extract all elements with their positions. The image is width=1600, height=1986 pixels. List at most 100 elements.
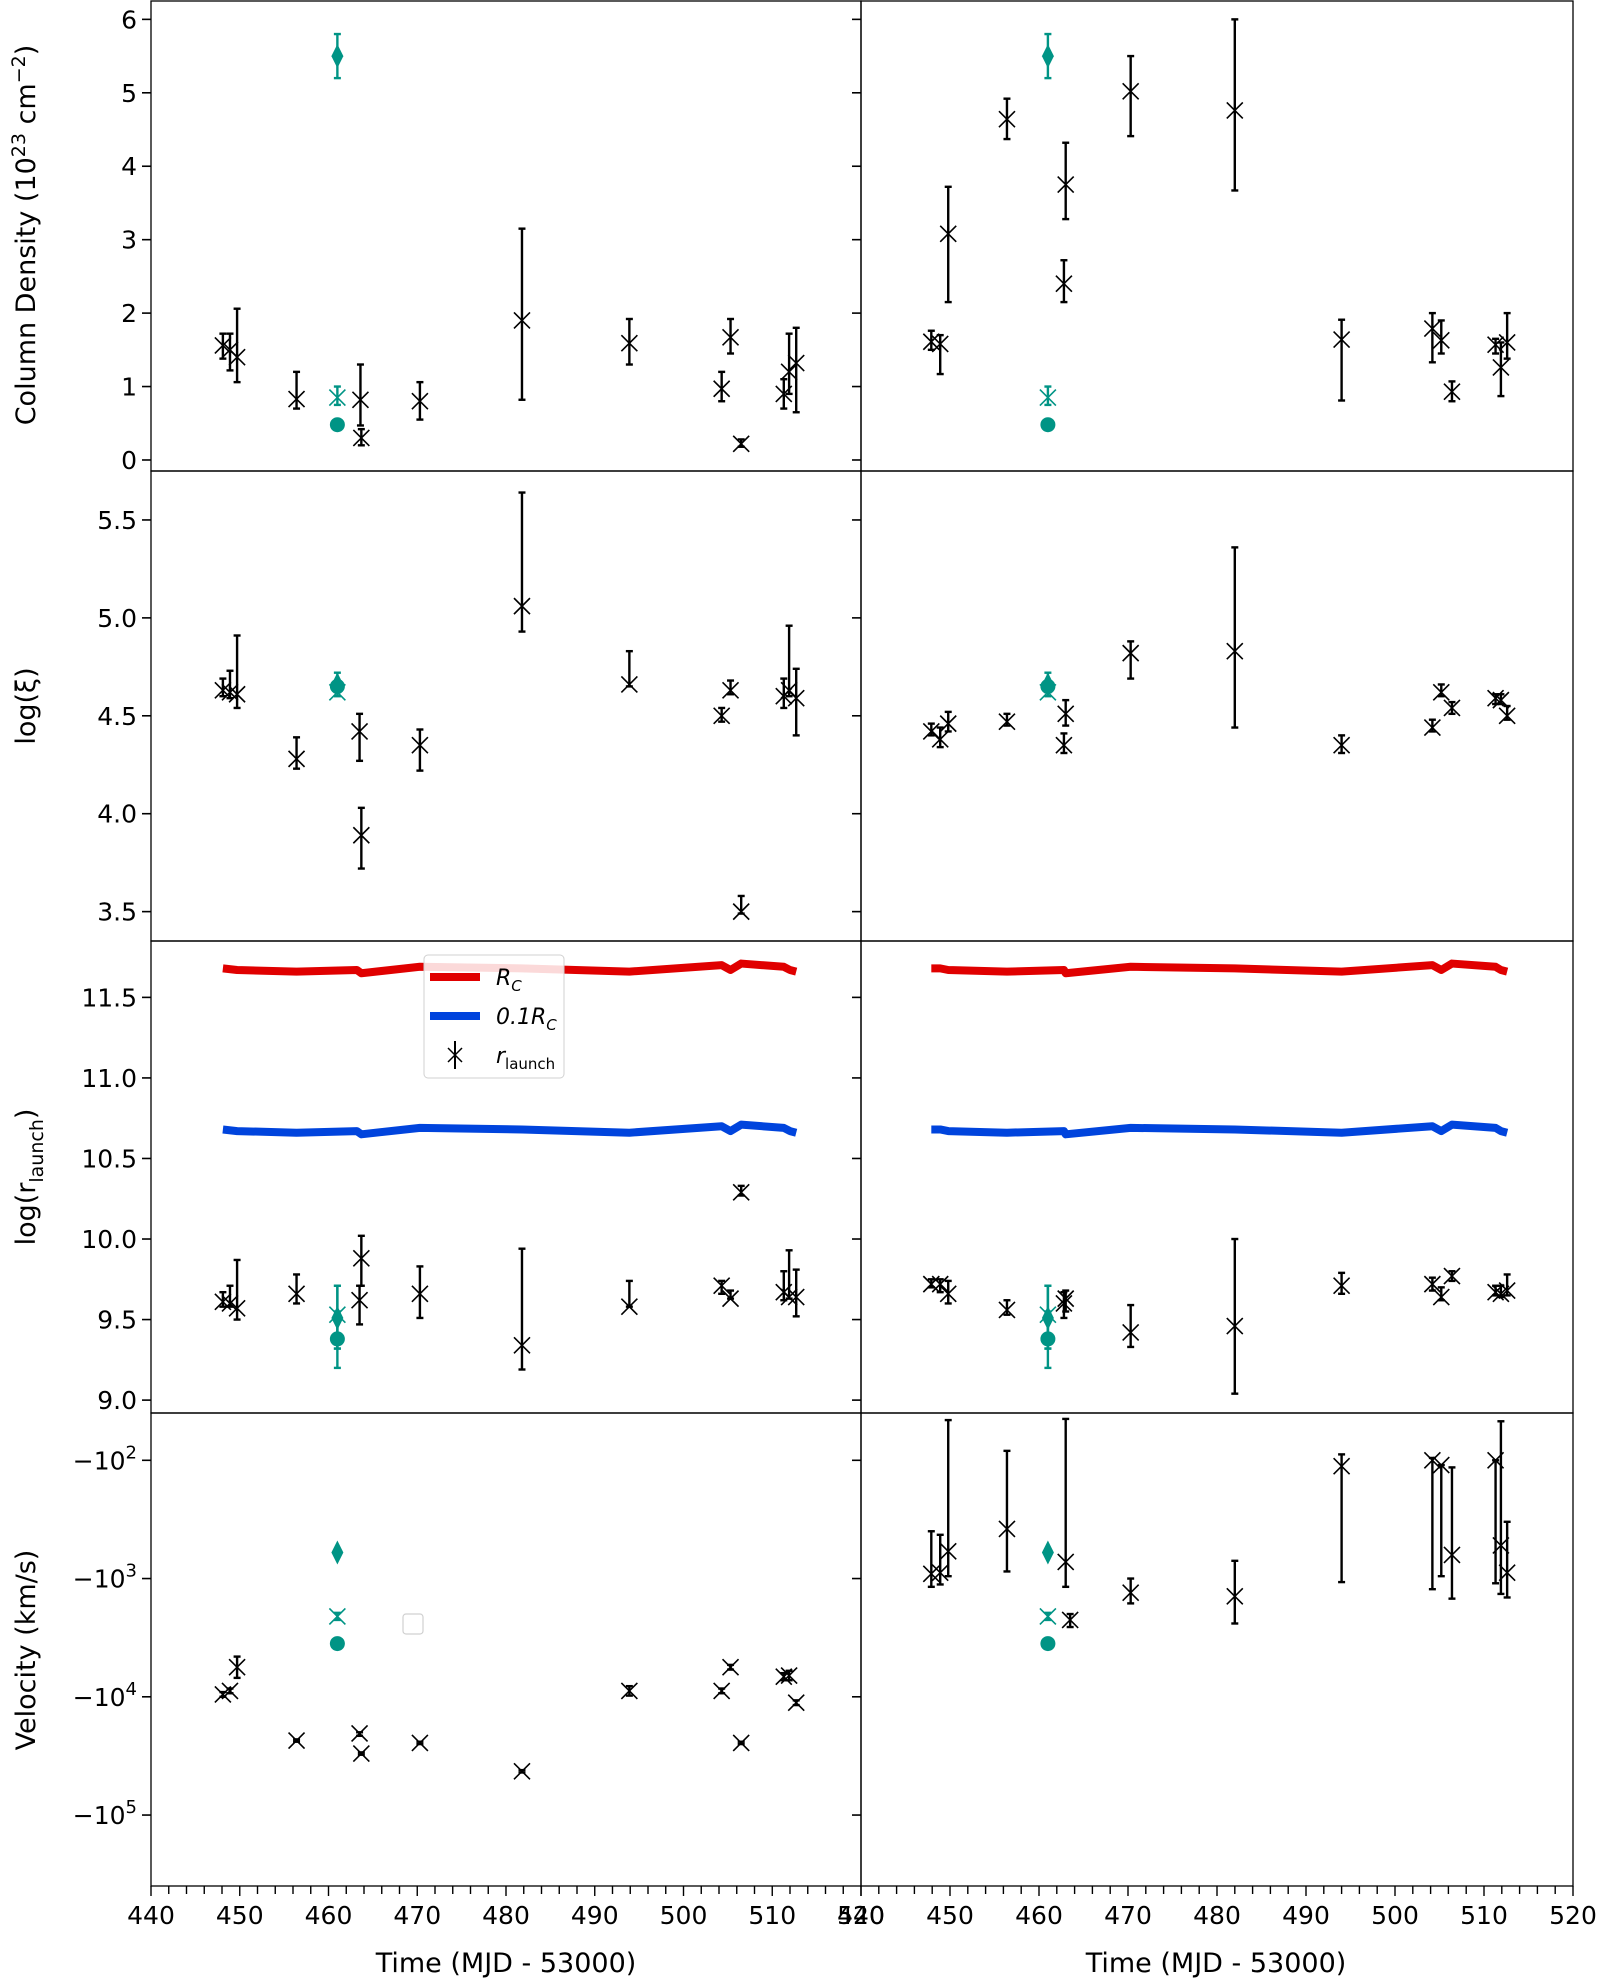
data-point-r-launch [287, 1273, 306, 1305]
legend-label: rlaunch [496, 1044, 555, 1073]
y-tick-label: 3 [121, 226, 137, 255]
x-marker [939, 1285, 957, 1303]
x-marker [780, 1288, 798, 1306]
data-point-r-launch [620, 317, 638, 366]
x-marker [1057, 176, 1075, 194]
x-marker [780, 1666, 798, 1685]
data-point-r-launch [214, 677, 232, 699]
data-point-r-launch [352, 1234, 370, 1287]
x-marker [1498, 1564, 1516, 1582]
line-0-1r-c [222, 1120, 798, 1139]
data-point-teal-diamond [331, 32, 344, 80]
data-point-teal-diamond [1041, 32, 1054, 80]
data-point-r-launch [411, 1734, 429, 1752]
x-marker [1226, 1317, 1244, 1335]
y-axis-label-log-xi: log(ξ) [11, 667, 42, 744]
x-marker [732, 435, 750, 453]
x-marker [1333, 330, 1351, 349]
x-marker [713, 1682, 731, 1700]
data-point-r-launch [1333, 734, 1351, 755]
x-marker [228, 1299, 246, 1317]
x-marker [1057, 1290, 1075, 1308]
x-tick-label: 490 [571, 1901, 619, 1930]
x-marker [350, 1291, 369, 1309]
data-point-teal-x [328, 385, 346, 407]
x-marker [1039, 1607, 1057, 1625]
x-marker [228, 348, 246, 366]
x-marker [1333, 736, 1351, 754]
x-marker [411, 736, 429, 754]
x-marker [287, 1731, 306, 1750]
data-point-r-launch [352, 1744, 370, 1763]
x-marker [1039, 388, 1057, 407]
x-marker [780, 363, 798, 381]
data-point-teal-circle [1040, 1310, 1056, 1370]
data-point-r-launch [1443, 1466, 1461, 1600]
data-point-r-launch [1423, 718, 1441, 737]
data-point-r-launch [287, 370, 306, 410]
x-marker [228, 685, 246, 703]
x-marker [1443, 383, 1461, 401]
x-marker [1423, 319, 1441, 338]
circle-marker [329, 417, 345, 433]
data-point-r-launch [1423, 1275, 1441, 1293]
data-point-teal-x [328, 1607, 346, 1625]
data-point-r-launch [350, 1724, 369, 1743]
y-tick-label: 10.0 [81, 1225, 137, 1254]
y-tick-label: 2 [121, 299, 137, 328]
data-point-r-launch [228, 1655, 246, 1680]
data-point-r-launch [939, 1418, 957, 1578]
y-tick-label: 4.0 [97, 800, 137, 829]
x-marker [1423, 1275, 1441, 1293]
x-marker [1122, 1323, 1140, 1342]
x-marker [931, 335, 949, 353]
x-marker [1432, 1288, 1450, 1306]
y-tick-label: 11.5 [81, 983, 137, 1012]
diamond-marker [331, 1540, 344, 1565]
data-point-teal-circle [329, 1310, 345, 1370]
x-marker [721, 328, 740, 346]
x-marker [721, 681, 740, 699]
circle-marker [329, 1636, 345, 1652]
x-marker [287, 1285, 306, 1303]
x-tick-label: 440 [127, 1901, 175, 1930]
data-point-r-launch [713, 1277, 731, 1295]
x-tick-label: 480 [482, 1901, 530, 1930]
x-marker [1057, 1553, 1075, 1571]
data-point-r-launch [1122, 640, 1140, 680]
y-tick-label: 5 [121, 79, 137, 108]
x-marker [1122, 1584, 1140, 1602]
data-point-r-launch [939, 1279, 957, 1305]
data-point-r-launch [998, 1299, 1016, 1319]
x-marker [732, 1734, 750, 1752]
y-tick-label: −102 [73, 1442, 137, 1475]
panel-log-xi-right [852, 470, 1574, 942]
data-point-r-launch [732, 1183, 750, 1201]
data-point-r-launch [1498, 1520, 1516, 1599]
data-point-r-launch [1057, 698, 1075, 727]
x-marker [411, 392, 429, 410]
x-marker [352, 429, 370, 447]
data-point-r-launch [228, 634, 246, 710]
y-tick-label: 3.5 [97, 898, 137, 927]
x-marker [328, 1607, 346, 1625]
data-point-r-launch [721, 317, 740, 355]
data-point-r-launch [713, 370, 731, 403]
x-marker [939, 225, 957, 243]
data-point-r-launch [787, 1694, 805, 1712]
data-point-r-launch [1443, 1267, 1461, 1285]
y-tick-label: −103 [73, 1561, 137, 1594]
data-point-r-launch [1432, 683, 1450, 701]
data-point-r-launch [513, 1247, 531, 1371]
legend-x-marker [447, 1047, 463, 1063]
legend: RC 0.1RC rlaunch [423, 954, 565, 1079]
x-marker [939, 1542, 957, 1560]
x-marker [1498, 1282, 1516, 1300]
x-marker [1055, 736, 1073, 754]
data-point-r-launch [1057, 1417, 1075, 1589]
panel-log-rlaunch-left: 9.0 9.5 10.0 10.5 11.0 11.5 RC 0.1RC rlaunch [81, 940, 862, 1415]
line-r-c [931, 959, 1509, 978]
data-point-r-launch [922, 1530, 940, 1589]
x-tick-label: 460 [305, 1901, 353, 1930]
x-marker [1055, 275, 1073, 293]
